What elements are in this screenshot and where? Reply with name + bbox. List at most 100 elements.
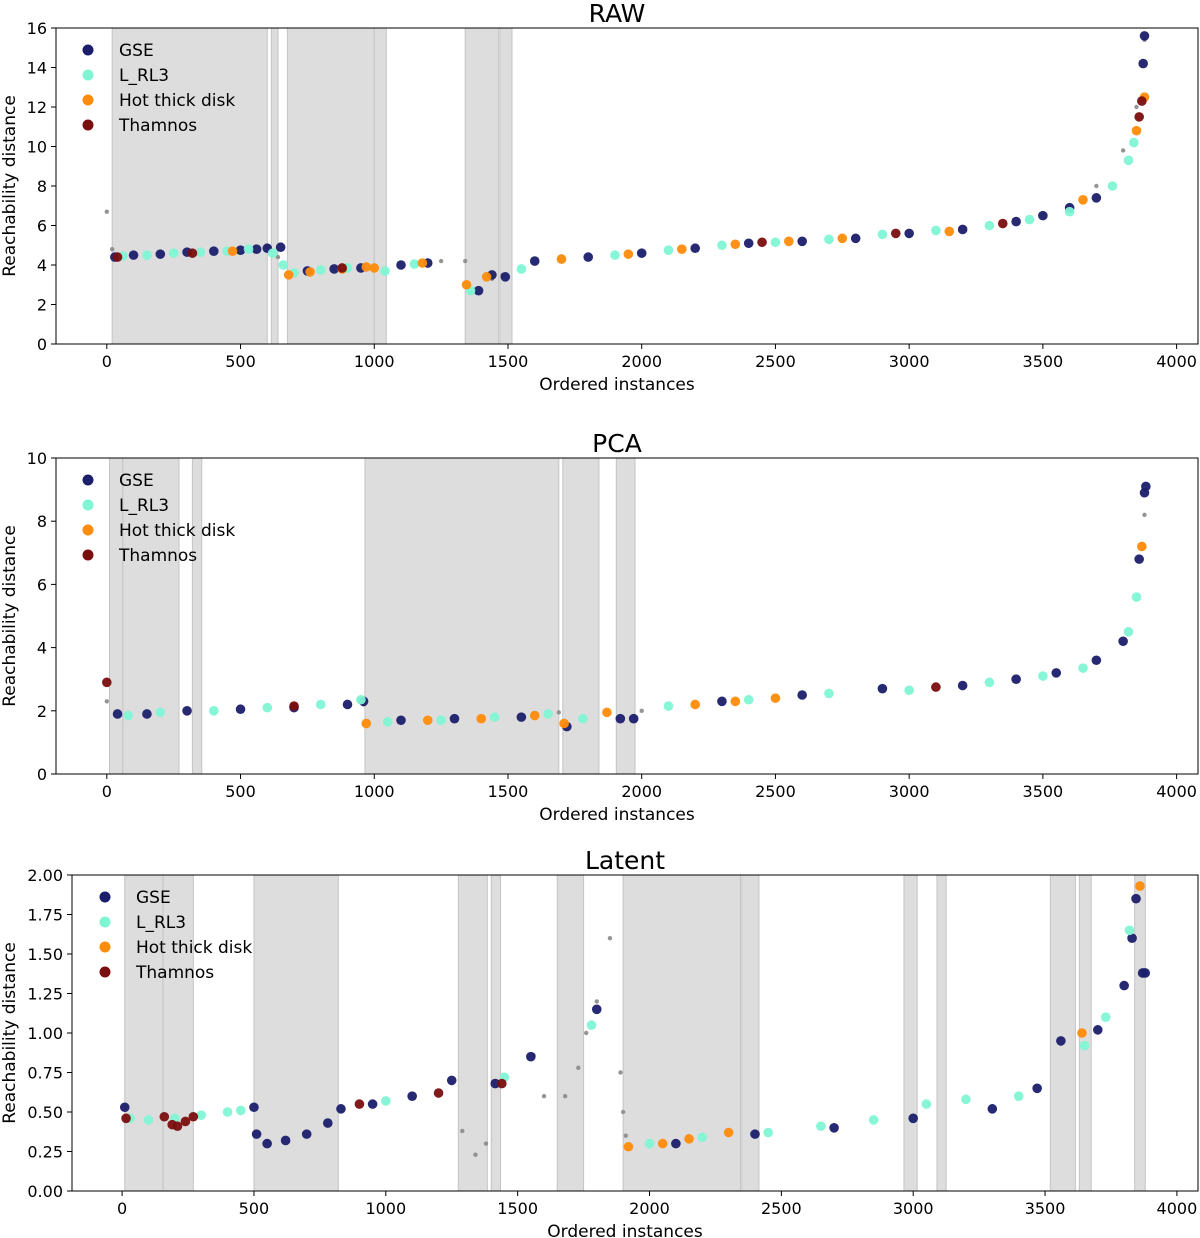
data-point-gse [446, 1075, 457, 1086]
noise-point [483, 1141, 489, 1146]
y-tick-label: 0.25 [27, 1143, 63, 1162]
data-point-l-rl3 [222, 1107, 233, 1117]
x-tick-label: 0 [102, 782, 112, 801]
y-tick-label: 10 [27, 449, 47, 468]
y-tick-label: 14 [27, 59, 47, 78]
x-tick-label: 3500 [1023, 782, 1064, 801]
noise-point [576, 1065, 581, 1070]
data-point-gse [877, 683, 888, 694]
data-point-hot-thick-disk [422, 715, 433, 726]
panel-latent: 0 500 1000 1500 2000 2500 3000 3500 4000 0.00 0.25… [0, 846, 1199, 1238]
data-point-l-rl3 [770, 237, 781, 248]
data-point-thamnos [102, 677, 112, 688]
data-point-thamnos [497, 1078, 507, 1089]
data-point-gse [615, 713, 626, 724]
data-point-l-rl3 [1078, 663, 1088, 673]
data-point-gse [490, 1078, 501, 1089]
data-point-l-rl3 [697, 1132, 708, 1143]
data-point-gse [473, 285, 484, 296]
data-point-l-rl3 [356, 694, 366, 705]
y-tick-label: 1.75 [27, 906, 63, 925]
data-point-l-rl3 [382, 717, 393, 727]
cluster-region [122, 457, 180, 775]
noise-point [584, 1030, 589, 1036]
data-point-l-rl3 [824, 234, 834, 245]
data-point-gse [262, 1138, 272, 1149]
data-point-hot-thick-disk [1135, 881, 1145, 891]
data-point-l-rl3 [436, 715, 446, 726]
x-tick-label: 1000 [365, 1199, 406, 1218]
data-point-l-rl3 [578, 713, 588, 724]
noise-point [1120, 148, 1126, 153]
legend-label: Thamnos [135, 963, 214, 983]
y-tick-label: 1.25 [27, 985, 63, 1004]
data-point-hot-thick-disk [227, 246, 238, 256]
cluster-region [253, 874, 339, 1192]
data-point-l-rl3 [1124, 925, 1135, 936]
y-tick-label: 2 [37, 296, 47, 315]
y-tick-label: 4 [37, 639, 47, 658]
plot-frame [55, 457, 1199, 775]
data-point-l-rl3 [816, 1121, 826, 1132]
data-point-thamnos [433, 1088, 444, 1098]
data-point-gse [182, 706, 192, 716]
data-point-l-rl3 [961, 1094, 971, 1105]
x-tick-label: 3000 [889, 352, 930, 371]
data-point-hot-thick-disk [730, 239, 741, 250]
cluster-region [903, 874, 918, 1192]
legend-label: Thamnos [118, 546, 197, 566]
noise-point [1134, 104, 1139, 110]
data-point-l-rl3 [743, 694, 754, 705]
data-point-l-rl3 [155, 707, 166, 718]
data-point-gse [908, 1113, 919, 1124]
data-point-gse [1092, 1025, 1103, 1035]
data-point-l-rl3 [516, 264, 527, 274]
data-point-gse [500, 272, 511, 282]
data-point-l-rl3 [1123, 155, 1134, 166]
data-point-l-rl3 [168, 248, 179, 258]
noise-point [473, 1152, 478, 1157]
cluster-region [556, 874, 585, 1192]
legend-label: L_RL3 [136, 913, 186, 933]
x-tick-label: 1000 [354, 782, 395, 801]
data-point-hot-thick-disk [723, 1127, 734, 1138]
noise-point [462, 258, 468, 264]
data-point-gse [750, 1129, 760, 1139]
data-point-gse [128, 250, 139, 260]
data-point-gse [235, 245, 246, 255]
data-point-gse [1011, 216, 1021, 227]
data-point-l-rl3 [763, 1127, 773, 1138]
noise-point [460, 1128, 465, 1134]
legend-label: Thamnos [118, 116, 197, 136]
cluster-region [1134, 874, 1146, 1192]
legend-label: Hot thick disk [136, 938, 252, 958]
data-point-gse [301, 1129, 312, 1139]
data-point-thamnos [159, 1111, 170, 1122]
data-point-thamnos [121, 1113, 131, 1124]
data-point-hot-thick-disk [684, 1134, 694, 1144]
data-point-gse [251, 1129, 262, 1139]
x-tick-label: 2500 [755, 782, 796, 801]
y-tick-label: 6 [37, 575, 47, 594]
data-point-gse [1119, 980, 1129, 991]
data-point-l-rl3 [1131, 592, 1142, 602]
data-point-gse [850, 233, 861, 244]
data-point-hot-thick-disk [1077, 1028, 1087, 1038]
data-point-hot-thick-disk [1137, 541, 1147, 552]
data-point-l-rl3 [380, 266, 390, 276]
noise-point [1094, 183, 1099, 189]
legend-marker [99, 916, 111, 928]
legend-marker [99, 891, 111, 903]
data-point-thamnos [354, 1099, 365, 1109]
x-tick-label: 4000 [1156, 352, 1197, 371]
data-point-hot-thick-disk [283, 270, 294, 280]
y-axis-label: Reachability distance [0, 942, 20, 1124]
legend-marker [82, 69, 94, 81]
data-point-thamnos [172, 1121, 183, 1132]
data-point-gse [275, 242, 286, 253]
data-point-gse [628, 713, 639, 724]
legend-marker [82, 94, 94, 106]
data-point-thamnos [1137, 96, 1147, 106]
x-tick-label: 1000 [354, 352, 395, 371]
data-point-hot-thick-disk [837, 233, 848, 244]
